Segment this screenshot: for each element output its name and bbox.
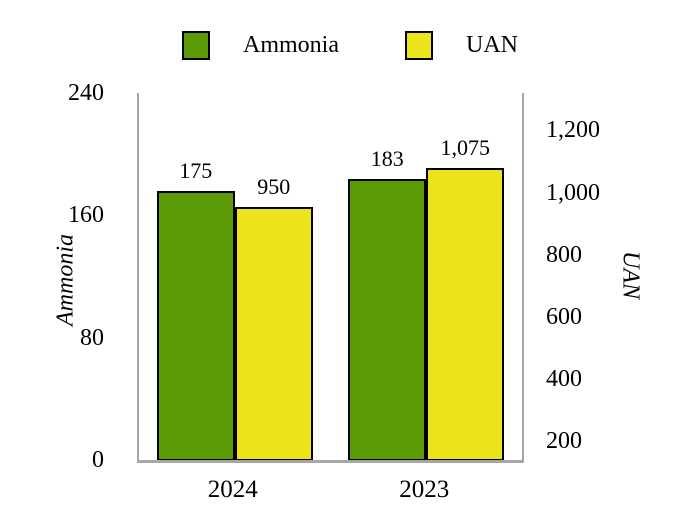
right-axis-tick-labels: 200 400 600 800 1,000 1,200 (546, 0, 682, 530)
legend-swatch-ammonia-icon (182, 30, 210, 60)
right-axis-tick-label: 400 (546, 366, 582, 393)
legend-item-ammonia: Ammonia (182, 30, 339, 60)
bar-value-label-ammonia-2024: 175 (179, 158, 213, 183)
right-axis-tick-label: 1,000 (546, 179, 600, 206)
legend-label-uan: UAN (466, 32, 518, 58)
left-axis-tick-label: 0 (92, 447, 104, 473)
x-axis-labels: 2024 2023 (137, 475, 520, 507)
bar-uan-2024 (234, 207, 313, 460)
bar-ammonia-2024 (156, 191, 235, 460)
right-axis-tick-label: 200 (546, 428, 582, 455)
left-axis-tick-label: 240 (68, 80, 104, 106)
legend-label-ammonia: Ammonia (243, 32, 339, 58)
bar-uan-2023 (426, 168, 505, 460)
legend-item-uan: UAN (405, 30, 518, 60)
left-axis-tick-labels: 0 80 160 240 (0, 0, 104, 530)
right-axis-tick-label: 600 (546, 303, 582, 330)
bar-value-label-uan-2023: 1,075 (440, 135, 491, 160)
x-axis-category-label-2024: 2024 (207, 476, 258, 503)
x-axis-category-label-2023: 2023 (399, 476, 450, 503)
legend-swatch-uan-icon (405, 30, 433, 60)
bar-value-label-ammonia-2023: 183 (370, 146, 404, 171)
right-axis-tick-label: 800 (546, 241, 582, 268)
plot-area: 175 950 183 1,075 (137, 93, 524, 463)
right-axis-tick-label: 1,200 (546, 117, 600, 144)
left-axis-tick-label: 80 (80, 324, 104, 351)
bar-ammonia-2023 (348, 179, 427, 460)
bar-value-label-uan-2024: 950 (257, 174, 291, 199)
left-axis-tick-label: 160 (68, 202, 104, 229)
